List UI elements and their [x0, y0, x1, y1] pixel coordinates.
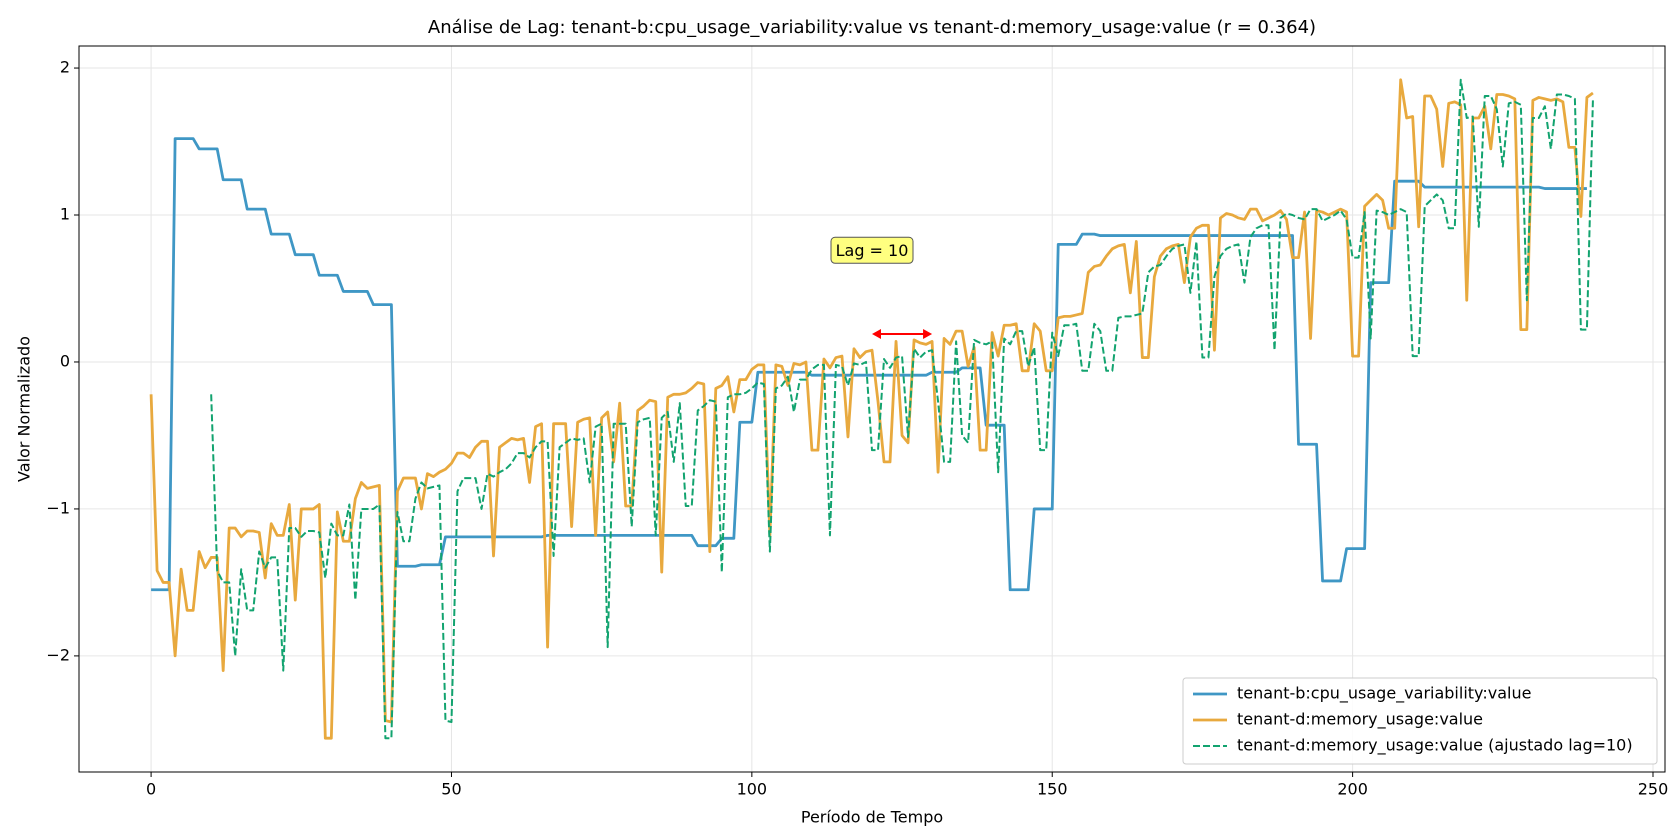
chart-title: Análise de Lag: tenant-b:cpu_usage_varia…: [428, 17, 1316, 38]
annotation-text: Lag = 10: [836, 241, 909, 260]
legend-label: tenant-d:memory_usage:value: [1237, 710, 1483, 730]
x-axis-label: Período de Tempo: [801, 808, 943, 827]
y-tick-label: 0: [60, 351, 70, 370]
annotation-box: [830, 236, 914, 264]
y-axis-label: Valor Normalizado: [15, 336, 34, 482]
y-tick-label: −1: [46, 498, 70, 517]
legend-box: [1182, 677, 1658, 765]
x-tick-label: 50: [441, 780, 461, 799]
y-tick-label: 2: [60, 58, 70, 77]
plot-frame: [78, 45, 1666, 773]
x-tick-label: 250: [1638, 780, 1669, 799]
arrow-head: [923, 329, 933, 340]
series-line: [210, 78, 1594, 740]
x-tick-label: 150: [1037, 780, 1068, 799]
x-tick-label: 100: [737, 780, 768, 799]
x-tick-label: 200: [1337, 780, 1368, 799]
y-tick-label: −2: [46, 645, 70, 664]
arrow-head: [872, 329, 881, 340]
legend: tenant-b:cpu_usage_variability:valuetena…: [1182, 677, 1658, 765]
series-line: [151, 137, 1587, 592]
y-tick-label: 1: [60, 205, 70, 224]
legend-label: tenant-d:memory_usage:value (ajustado la…: [1237, 736, 1633, 756]
x-tick-label: 0: [146, 780, 156, 799]
legend-label: tenant-b:cpu_usage_variability:value: [1237, 684, 1531, 704]
